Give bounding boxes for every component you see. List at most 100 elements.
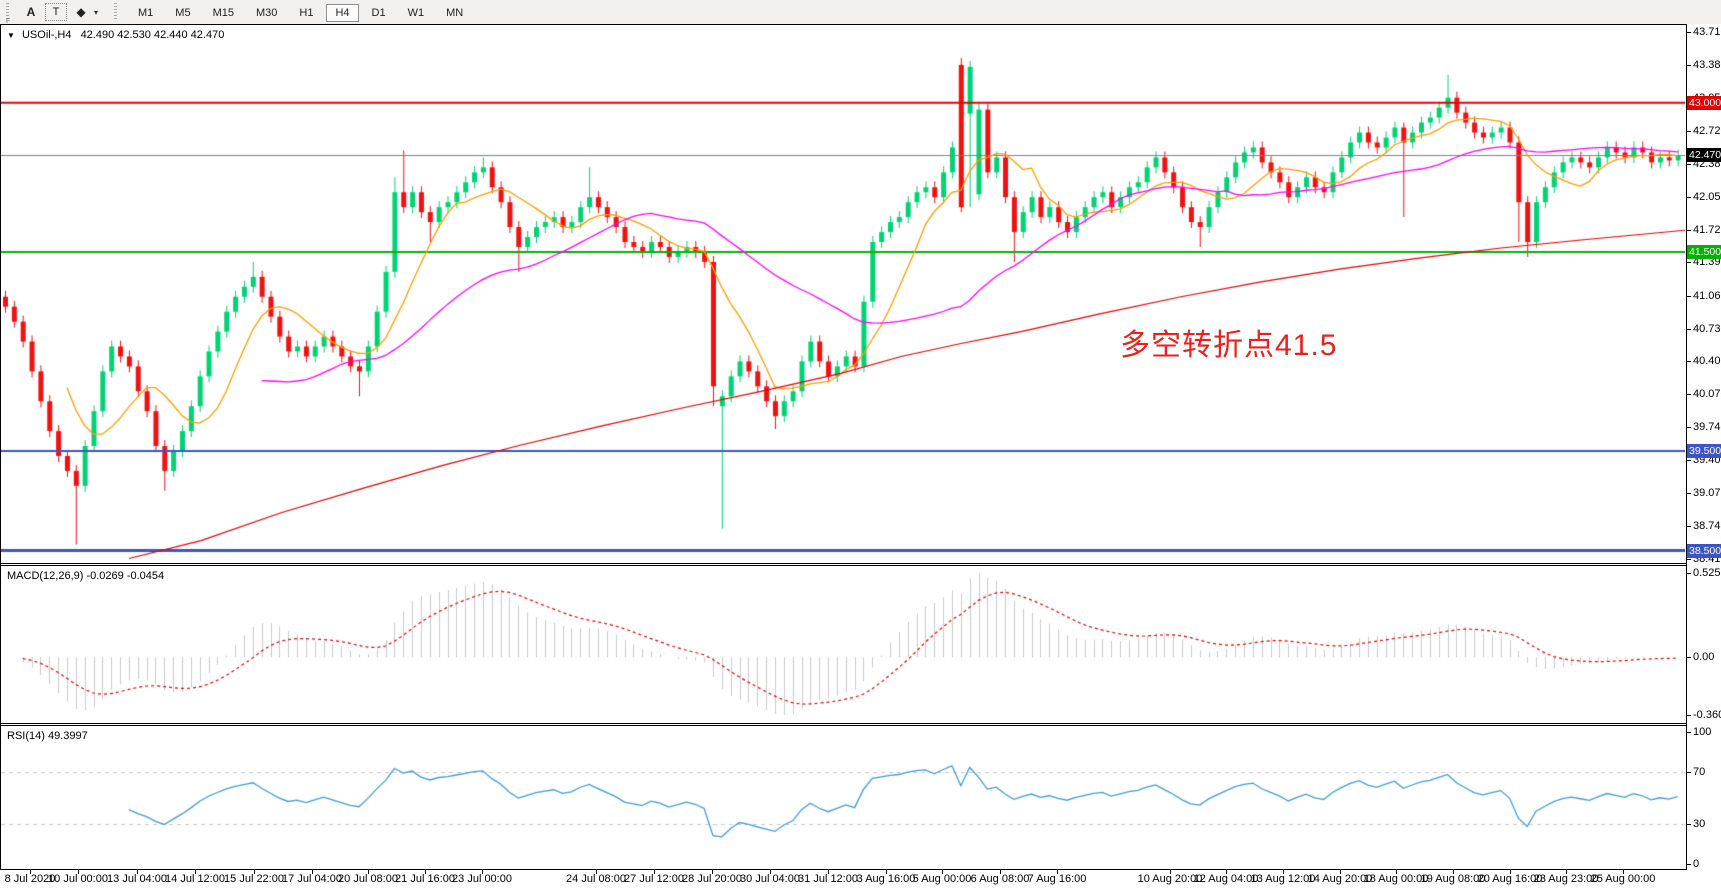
price-tick-dash (1687, 559, 1691, 560)
price-level-tag: 39.500 (1687, 444, 1721, 458)
time-label: 14 Aug 20:00 (1307, 873, 1373, 885)
rsi-indicator-canvas[interactable] (1, 726, 1685, 868)
price-tick-dash (1687, 196, 1691, 198)
time-tick (886, 870, 887, 874)
font-label-tool-button[interactable]: A (26, 5, 36, 19)
macd-tick-dash (1687, 657, 1691, 659)
chart-title: ▼ USOil-,H4 42.490 42.530 42.440 42.470 (7, 29, 224, 41)
rsi-label: RSI(14) 49.3997 (7, 730, 88, 742)
annotation-text[interactable]: 多空转折点41.5 (1120, 329, 1338, 362)
price-tick-dash (1687, 163, 1691, 165)
price-axis-border (1686, 24, 1687, 870)
timeframe-button-m1[interactable]: M1 (138, 7, 154, 19)
rsi-panel-top-border[interactable] (0, 725, 1687, 726)
price-tick-dash (1687, 262, 1691, 264)
price-tick-dash (1687, 394, 1691, 396)
time-label: 23 Aug 23:00 (1533, 873, 1599, 885)
price-tick-label: 41.725 (1693, 223, 1721, 236)
timeframe-button-d1[interactable]: D1 (371, 7, 386, 19)
time-tick (1510, 870, 1511, 874)
timeframe-button-m15[interactable]: M15 (212, 7, 234, 19)
macd-indicator-canvas[interactable] (1, 566, 1685, 722)
toolbar-grip[interactable] (114, 3, 122, 21)
time-tick (1340, 870, 1341, 874)
time-tick (1000, 870, 1001, 874)
time-label: 20 Jul 08:00 (338, 873, 398, 885)
timeframe-button-h1[interactable]: H1 (299, 7, 314, 19)
price-tick-dash (1687, 526, 1691, 528)
timeframe-button-m5[interactable]: M5 (175, 7, 191, 19)
chart-frame-top (0, 24, 1687, 25)
price-tick-label: 43.380 (1693, 58, 1721, 71)
time-label: 19 Aug 08:00 (1420, 873, 1486, 885)
chevron-down-icon[interactable]: ▾ (94, 7, 99, 17)
macd-label: MACD(12,26,9) -0.0269 -0.0454 (7, 570, 165, 582)
timeframe-button-mn[interactable]: MN (446, 7, 464, 19)
time-label: 30 Jul 04:00 (740, 873, 800, 885)
time-label: 8 Jul 2020 (4, 873, 56, 885)
time-label: 24 Jul 08:00 (566, 873, 626, 885)
price-tick-dash (1687, 328, 1691, 330)
price-tick-label: 38.745 (1693, 520, 1721, 533)
price-panel-bottom-border (0, 563, 1687, 564)
price-tick-label: 41.060 (1693, 289, 1721, 302)
time-tick (828, 870, 829, 874)
time-tick (654, 870, 655, 874)
price-tick-dash (1687, 130, 1691, 132)
time-label: 17 Jul 04:00 (282, 873, 342, 885)
price-tick-label: 40.400 (1693, 355, 1721, 368)
symbol-name: USOil-,H4 (21, 29, 72, 41)
macd-tick-label: 0.5257 (1693, 567, 1721, 579)
time-tick (78, 870, 79, 874)
ohlc-values: 42.490 42.530 42.440 42.470 (80, 29, 225, 41)
rsi-tick-dash (1687, 732, 1691, 733)
time-label: 27 Jul 12:00 (624, 873, 684, 885)
price-level-tag: 38.500 (1687, 543, 1721, 558)
price-axis[interactable]: 43.71043.38043.05042.72042.38542.05541.7… (1687, 24, 1721, 870)
rsi-tick-label: 100 (1693, 726, 1712, 738)
timeframe-button-m30[interactable]: M30 (255, 7, 278, 19)
price-level-tag: 43.000 (1687, 95, 1721, 110)
time-label: 25 Aug 00:00 (1590, 873, 1656, 885)
time-label: 31 Jul 12:00 (798, 873, 858, 885)
time-tick (137, 870, 138, 874)
rsi-tick-label: 0 (1693, 858, 1700, 870)
macd-panel-top-border[interactable] (0, 565, 1687, 566)
rsi-tick-dash (1687, 771, 1691, 773)
time-tick (368, 870, 369, 874)
time-label: 7 Aug 16:00 (1027, 873, 1087, 885)
price-tick-dash (1687, 427, 1691, 429)
time-label: 3 Aug 16:00 (856, 873, 916, 885)
price-chart-canvas[interactable] (1, 25, 1685, 563)
price-tick-dash (1687, 295, 1691, 297)
text-tool-button[interactable]: T (45, 3, 67, 21)
price-tick-label: 40.730 (1693, 322, 1721, 335)
time-tick (1226, 870, 1227, 874)
time-tick (1566, 870, 1567, 874)
draw-objects-icon[interactable]: ◆ (76, 5, 86, 19)
time-tick (596, 870, 597, 874)
price-tick-label: 42.720 (1693, 124, 1721, 137)
toolbar: A T ◆ ▾ M1 M5 M15 M30 H1 H4 D1 W1 MN (0, 0, 1721, 25)
time-tick (1453, 870, 1454, 874)
macd-tick-label: 0.00 (1693, 651, 1715, 664)
time-tick (195, 870, 196, 874)
time-label: 12 Aug 04:00 (1193, 873, 1259, 885)
time-tick (712, 870, 713, 874)
rsi-tick-dash (1687, 864, 1691, 865)
price-tick-dash (1687, 361, 1691, 363)
price-tick-dash (1687, 32, 1691, 33)
time-tick (1623, 870, 1624, 874)
time-label: 28 Jul 20:00 (682, 873, 742, 885)
timeframe-button-w1[interactable]: W1 (407, 7, 425, 19)
symbol-dropdown-icon[interactable]: ▼ (7, 31, 15, 40)
time-axis[interactable]: 8 Jul 2020 10 Jul 00:00 13 Jul 04:00 14 Jul… (0, 870, 1721, 890)
chart-frame-left (0, 24, 1, 870)
price-tick-dash (1687, 229, 1691, 231)
toolbar-grip[interactable] (6, 3, 13, 25)
timeframe-button-h4[interactable]: H4 (326, 4, 359, 22)
time-label: 10 Aug 20:00 (1137, 873, 1203, 885)
time-tick (1283, 870, 1284, 874)
macd-tick-label: -0.3603 (1693, 709, 1721, 721)
